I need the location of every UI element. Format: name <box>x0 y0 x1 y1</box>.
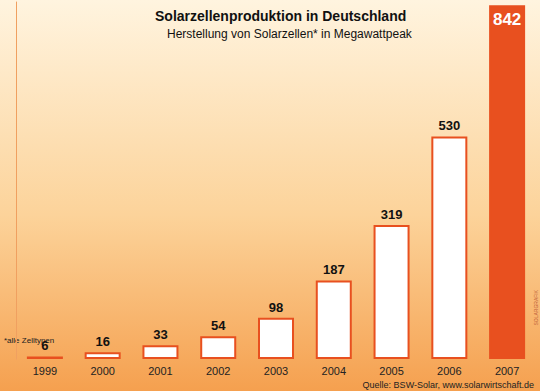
svg-text:Solarzellenproduktion in Deuts: Solarzellenproduktion in Deutschland <box>155 8 406 24</box>
svg-text:2003: 2003 <box>264 365 288 377</box>
svg-text:2007: 2007 <box>495 365 519 377</box>
svg-text:SOLARGRAFIK: SOLARGRAFIK <box>533 289 539 325</box>
svg-text:2004: 2004 <box>322 365 346 377</box>
svg-text:2005: 2005 <box>379 365 403 377</box>
svg-text:1999: 1999 <box>33 365 57 377</box>
svg-text:2006: 2006 <box>437 365 461 377</box>
svg-text:Quelle: BSW-Solar, www.solarwi: Quelle: BSW-Solar, www.solarwirtschaft.d… <box>363 380 534 390</box>
svg-text:319: 319 <box>381 207 403 222</box>
svg-text:530: 530 <box>438 118 460 133</box>
svg-text:2001: 2001 <box>148 365 172 377</box>
svg-text:54: 54 <box>211 318 226 333</box>
svg-text:16: 16 <box>95 334 109 349</box>
svg-text:98: 98 <box>269 300 283 315</box>
svg-text:2002: 2002 <box>206 365 230 377</box>
svg-text:2000: 2000 <box>90 365 114 377</box>
svg-text:Herstellung von Solarzellen* i: Herstellung von Solarzellen* in Megawatt… <box>167 27 413 41</box>
svg-text:842: 842 <box>493 10 521 29</box>
svg-text:187: 187 <box>323 262 345 277</box>
svg-text:33: 33 <box>153 327 167 342</box>
svg-text:*alle Zelltypen: *alle Zelltypen <box>4 335 55 345</box>
svg-text:6: 6 <box>41 338 48 353</box>
